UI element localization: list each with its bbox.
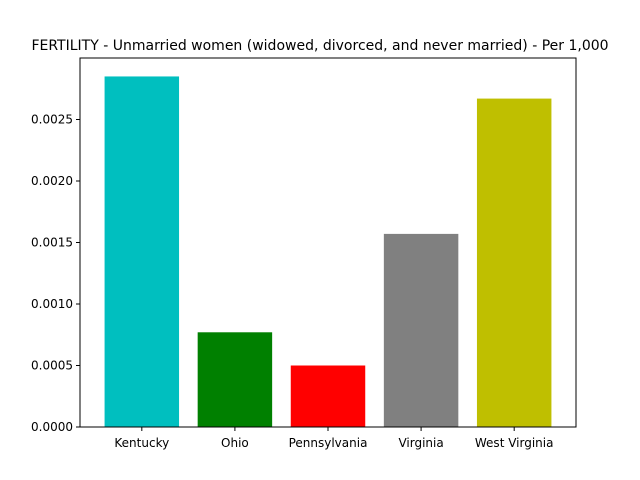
bar-ohio (197, 332, 273, 427)
y-axis: 0.0000 0.0005 0.0010 0.0015 0.0020 0.0025 (31, 113, 80, 434)
bar-pennsylvania (290, 365, 366, 427)
chart-title: FERTILITY - Unmarried women (widowed, di… (31, 38, 608, 54)
bar-kentucky (104, 76, 180, 427)
bar-virginia (383, 233, 459, 427)
plot-frame (79, 57, 577, 428)
y-tick-label: 0.0005 (31, 359, 73, 373)
y-tick-label: 0.0010 (31, 297, 73, 311)
y-tick-label: 0.0025 (31, 113, 73, 127)
x-tick-label: Ohio (221, 436, 249, 450)
bar-west-virginia (476, 98, 552, 427)
x-axis: Kentucky Ohio Pennsylvania Virginia West Vir… (114, 427, 553, 450)
x-tick-label: Virginia (398, 436, 443, 450)
y-tick-label: 0.0015 (31, 236, 73, 250)
x-tick-label: West Virginia (475, 436, 554, 450)
y-tick-label: 0.0000 (31, 420, 73, 434)
y-tick-label: 0.0020 (31, 174, 73, 188)
bars-group (104, 76, 552, 427)
x-tick-label: Pennsylvania (289, 436, 368, 450)
x-tick-label: Kentucky (114, 436, 169, 450)
